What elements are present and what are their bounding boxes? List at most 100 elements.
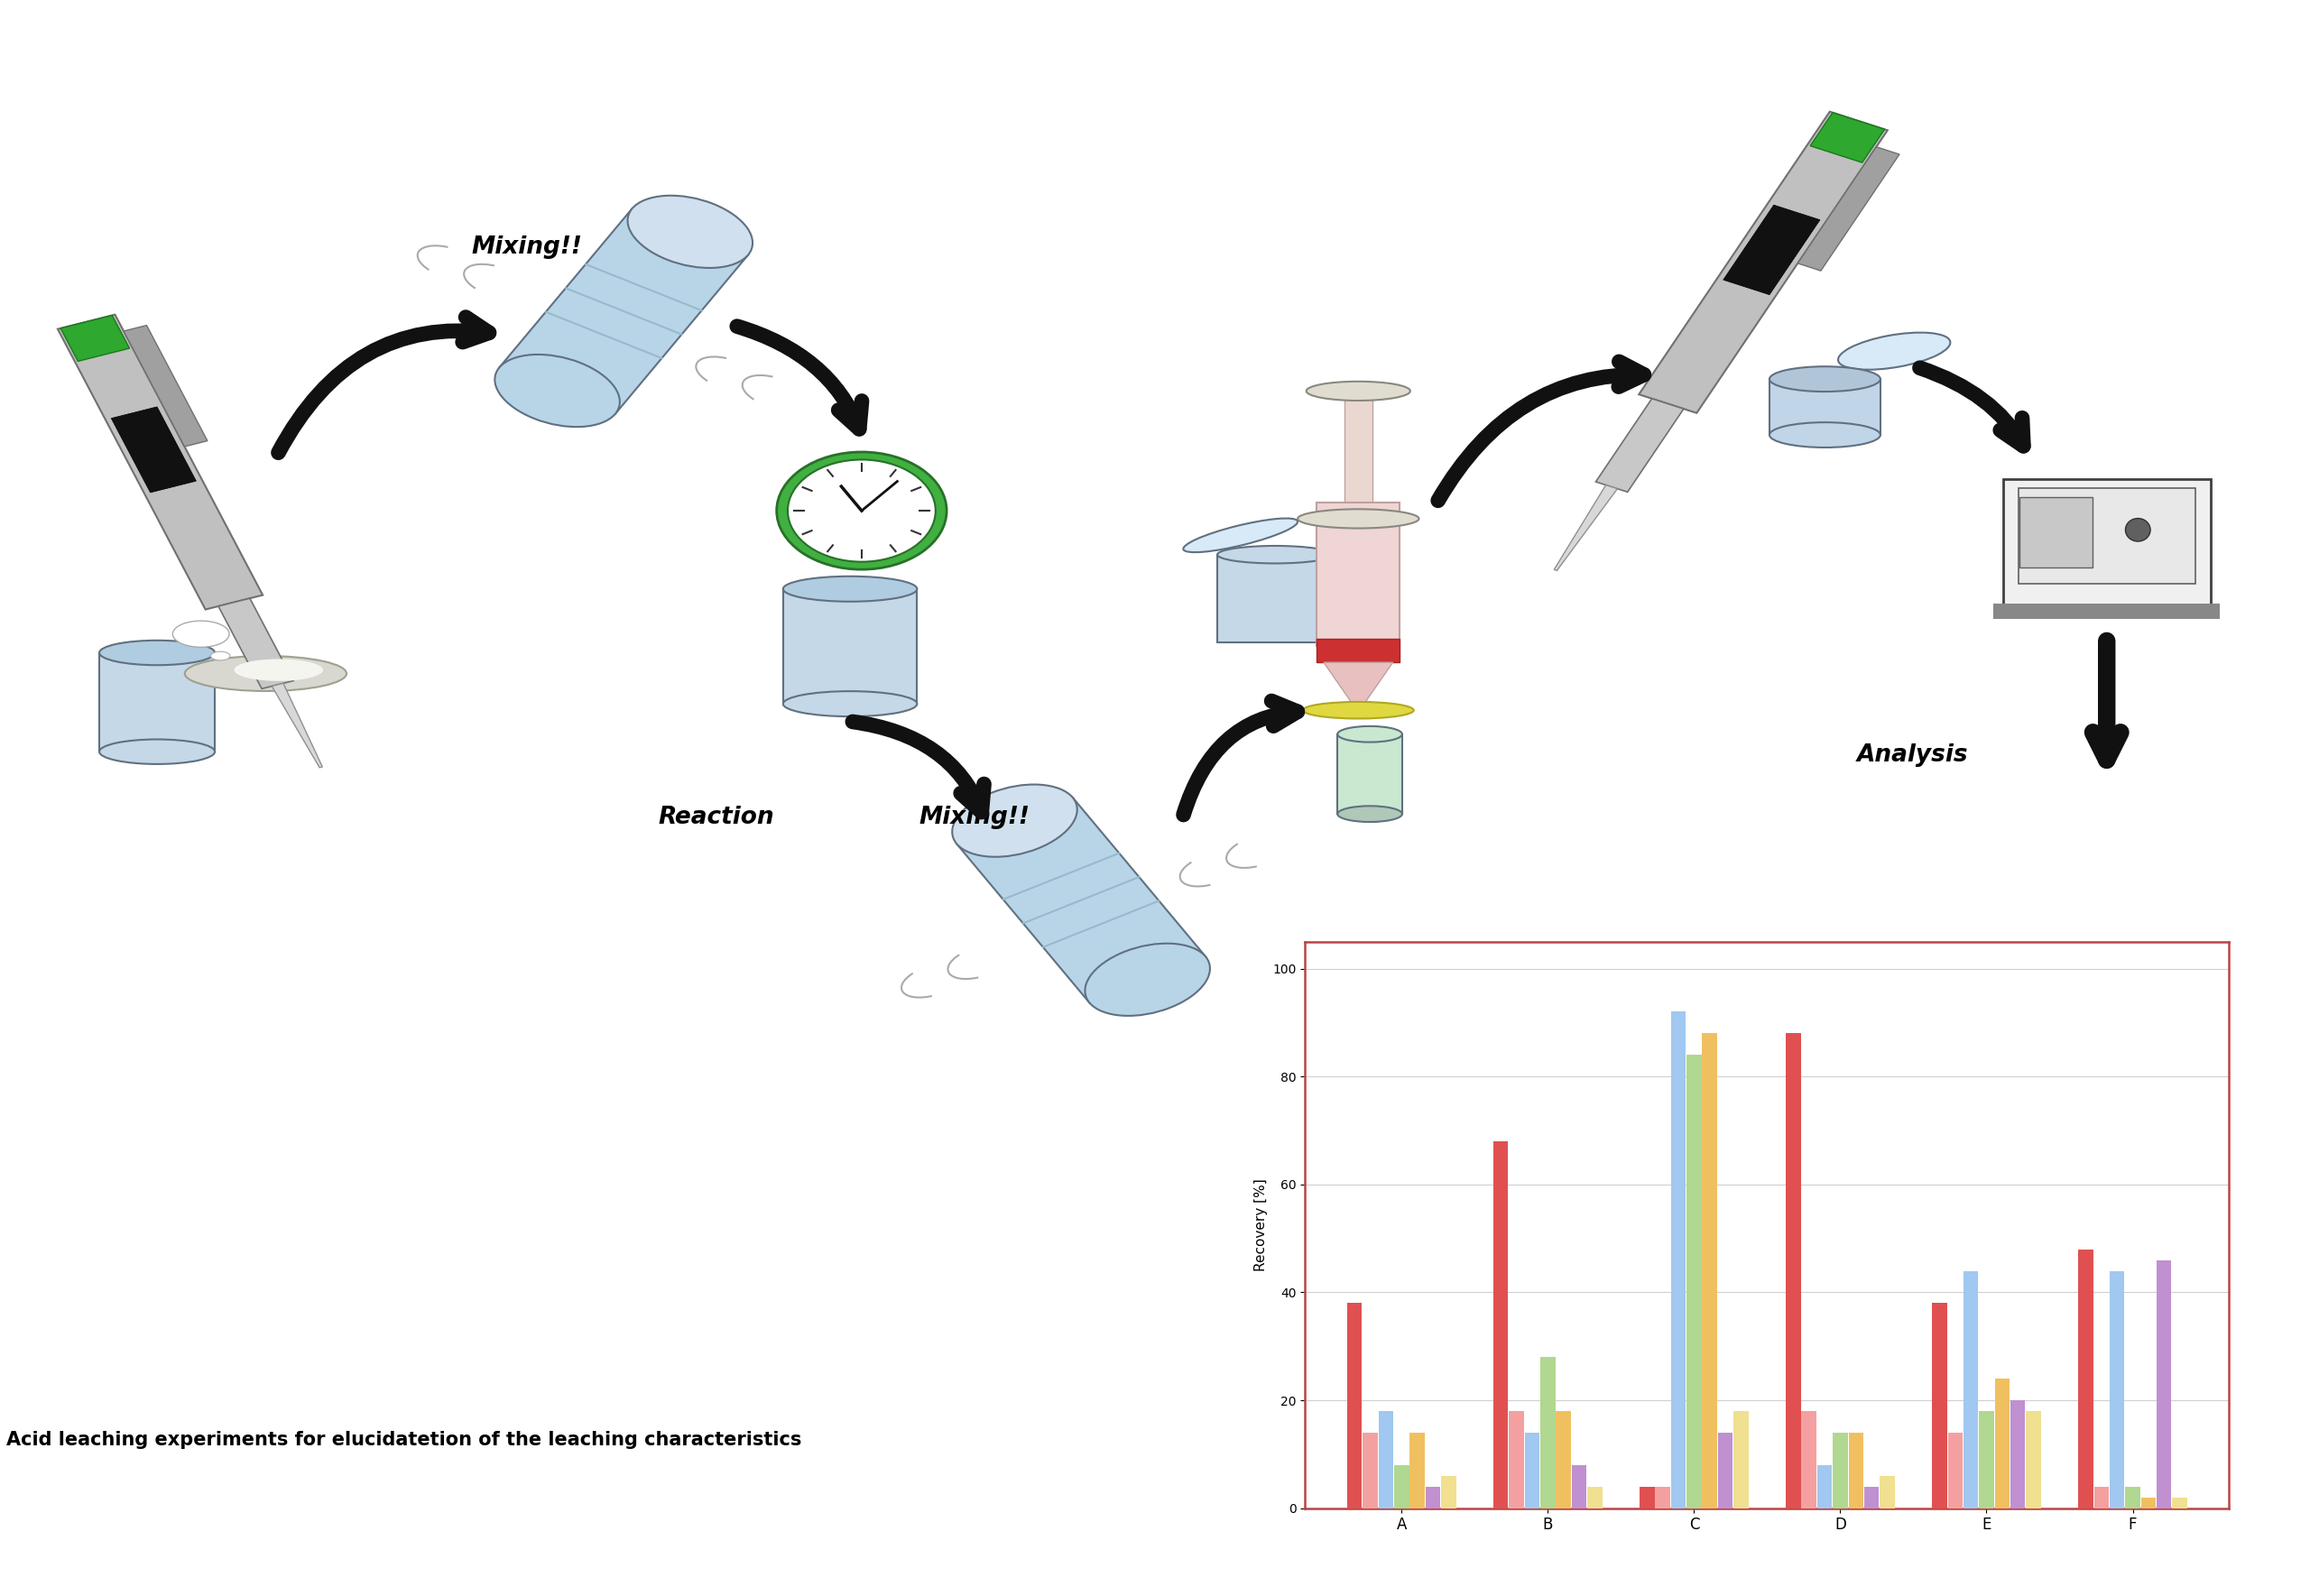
Bar xyxy=(1732,1411,1749,1508)
Bar xyxy=(1317,503,1400,646)
Bar xyxy=(2003,479,2211,606)
Polygon shape xyxy=(111,407,196,493)
Bar xyxy=(1994,603,2220,619)
Bar xyxy=(2093,1486,2109,1508)
Polygon shape xyxy=(499,209,748,413)
Ellipse shape xyxy=(1183,519,1298,552)
Ellipse shape xyxy=(1337,726,1402,742)
Bar xyxy=(2109,1270,2125,1508)
Ellipse shape xyxy=(185,656,346,691)
Text: Analysis: Analysis xyxy=(1857,744,1968,766)
Bar xyxy=(2019,498,2093,568)
Polygon shape xyxy=(1769,378,1880,434)
Bar xyxy=(1379,1411,1393,1508)
Polygon shape xyxy=(956,798,1206,1002)
Text: Mixing!!: Mixing!! xyxy=(471,236,582,259)
Polygon shape xyxy=(1596,399,1684,492)
Ellipse shape xyxy=(1839,332,1950,370)
Bar xyxy=(1492,1141,1508,1508)
Ellipse shape xyxy=(783,691,917,717)
Bar xyxy=(1931,1304,1947,1508)
Polygon shape xyxy=(1811,113,1885,163)
Bar xyxy=(1217,554,1333,642)
Polygon shape xyxy=(1797,147,1899,271)
Bar xyxy=(1832,1433,1848,1508)
Bar xyxy=(1363,1433,1377,1508)
Bar xyxy=(1425,1486,1441,1508)
Bar xyxy=(1317,638,1400,662)
Bar xyxy=(2019,488,2194,584)
Bar xyxy=(1557,1411,1571,1508)
Ellipse shape xyxy=(628,196,753,268)
Bar xyxy=(1337,734,1402,814)
Ellipse shape xyxy=(788,460,936,562)
Ellipse shape xyxy=(494,354,619,426)
Bar xyxy=(1347,1304,1363,1508)
Bar xyxy=(1571,1465,1587,1508)
Polygon shape xyxy=(273,683,323,768)
Bar xyxy=(1508,1411,1525,1508)
Polygon shape xyxy=(99,653,215,752)
Bar xyxy=(1864,1486,1878,1508)
Ellipse shape xyxy=(776,452,947,570)
Polygon shape xyxy=(1324,662,1393,702)
Ellipse shape xyxy=(1217,546,1333,563)
Bar xyxy=(1395,1465,1409,1508)
Bar xyxy=(1670,1012,1686,1508)
Bar xyxy=(2026,1411,2042,1508)
Ellipse shape xyxy=(99,640,215,666)
Polygon shape xyxy=(125,326,208,447)
Ellipse shape xyxy=(1298,509,1418,528)
Polygon shape xyxy=(1555,485,1617,570)
Polygon shape xyxy=(58,314,263,610)
Bar xyxy=(1409,1433,1425,1508)
Ellipse shape xyxy=(233,659,323,681)
Ellipse shape xyxy=(1303,702,1414,718)
Ellipse shape xyxy=(1337,806,1402,822)
Ellipse shape xyxy=(1307,381,1409,401)
Bar xyxy=(1786,1033,1802,1508)
Bar xyxy=(2079,1250,2093,1508)
Bar xyxy=(1947,1433,1964,1508)
Bar xyxy=(1686,1055,1702,1508)
Polygon shape xyxy=(1638,112,1887,413)
Bar xyxy=(1541,1357,1555,1508)
Bar xyxy=(1964,1270,1977,1508)
Polygon shape xyxy=(1723,204,1820,295)
Bar xyxy=(2158,1259,2171,1508)
Bar xyxy=(1587,1486,1603,1508)
Text: Mixing!!: Mixing!! xyxy=(919,806,1030,828)
Bar xyxy=(2171,1497,2188,1508)
Bar xyxy=(1441,1476,1455,1508)
Ellipse shape xyxy=(2125,519,2151,541)
Bar xyxy=(1719,1433,1732,1508)
Bar xyxy=(1818,1465,1832,1508)
Bar xyxy=(2141,1497,2155,1508)
Y-axis label: Recovery [%]: Recovery [%] xyxy=(1254,1178,1268,1272)
Polygon shape xyxy=(60,316,129,361)
Bar xyxy=(1640,1486,1654,1508)
Bar xyxy=(1980,1411,1994,1508)
Text: Acid leaching experiments for elucidatetion of the leaching characteristics: Acid leaching experiments for elucidatet… xyxy=(7,1430,802,1449)
Ellipse shape xyxy=(1769,367,1880,391)
Bar xyxy=(1656,1486,1670,1508)
Bar xyxy=(2010,1400,2026,1508)
Ellipse shape xyxy=(99,739,215,764)
Polygon shape xyxy=(783,589,917,704)
Bar xyxy=(1880,1476,1894,1508)
Text: Reaction: Reaction xyxy=(658,806,774,828)
Ellipse shape xyxy=(210,651,231,661)
Bar xyxy=(1848,1433,1864,1508)
Bar xyxy=(2125,1486,2139,1508)
Ellipse shape xyxy=(1086,943,1210,1015)
Bar xyxy=(1702,1033,1716,1508)
Bar xyxy=(1996,1379,2010,1508)
Ellipse shape xyxy=(1769,423,1880,447)
Polygon shape xyxy=(219,598,293,689)
Bar xyxy=(1525,1433,1538,1508)
Ellipse shape xyxy=(952,785,1076,857)
Bar xyxy=(1802,1411,1816,1508)
Ellipse shape xyxy=(783,576,917,602)
Ellipse shape xyxy=(173,621,229,648)
Bar xyxy=(1344,391,1372,519)
